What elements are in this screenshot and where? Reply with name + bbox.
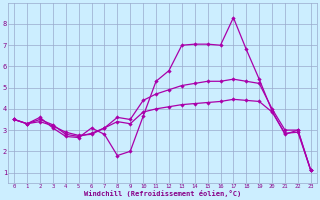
X-axis label: Windchill (Refroidissement éolien,°C): Windchill (Refroidissement éolien,°C) <box>84 190 241 197</box>
